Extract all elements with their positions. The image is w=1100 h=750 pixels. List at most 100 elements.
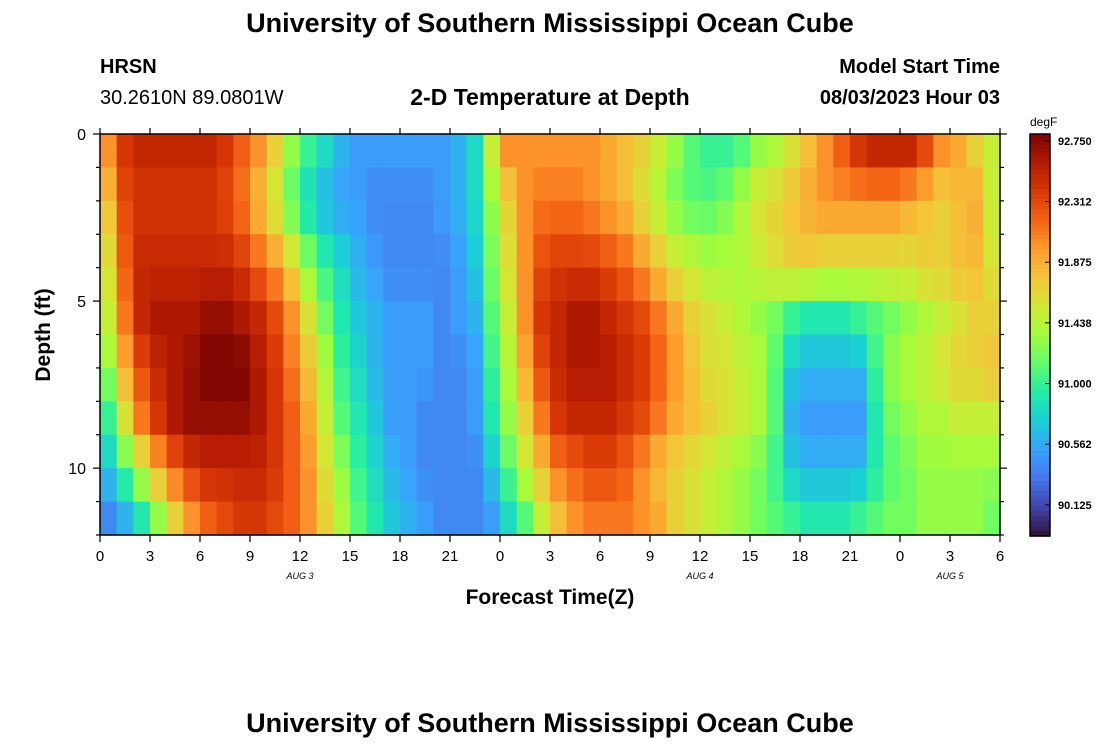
heatmap-cell bbox=[133, 468, 151, 503]
heatmap-cell bbox=[516, 134, 534, 169]
heatmap-cell bbox=[916, 167, 934, 202]
colorbar-segment bbox=[1030, 174, 1050, 180]
heatmap-cell bbox=[316, 200, 334, 235]
heatmap-cell bbox=[566, 501, 584, 536]
heatmap-cell bbox=[116, 334, 134, 369]
heatmap-cell bbox=[516, 401, 534, 436]
heatmap-cell bbox=[316, 468, 334, 503]
heatmap-cell bbox=[333, 200, 351, 235]
heatmap-cell bbox=[183, 301, 201, 336]
heatmap-cell bbox=[750, 301, 768, 336]
heatmap-cell bbox=[866, 301, 884, 336]
x-tick-label: 3 bbox=[546, 548, 554, 565]
heatmap-cell bbox=[766, 401, 784, 436]
heatmap-cell bbox=[150, 267, 168, 302]
heatmap-cell bbox=[200, 434, 218, 469]
heatmap-cell bbox=[883, 134, 901, 169]
heatmap-cell bbox=[600, 267, 618, 302]
heatmap-cell bbox=[966, 401, 984, 436]
heatmap-cell bbox=[233, 434, 251, 469]
heatmap-cell bbox=[266, 301, 284, 336]
heatmap-cell bbox=[183, 134, 201, 169]
heatmap-cell bbox=[300, 434, 318, 469]
heatmap-cell bbox=[816, 200, 834, 235]
colorbar-segment bbox=[1030, 234, 1050, 241]
heatmap-cell bbox=[233, 200, 251, 235]
heatmap-cell bbox=[983, 468, 1001, 503]
heatmap-cell bbox=[283, 501, 301, 536]
heatmap-cell bbox=[616, 334, 634, 369]
heatmap-cell bbox=[216, 234, 234, 269]
colorbar-segment bbox=[1030, 204, 1050, 210]
heatmap-cell bbox=[400, 200, 418, 235]
heatmap-cell bbox=[633, 367, 651, 402]
heatmap-cell bbox=[133, 134, 151, 169]
heatmap-cell bbox=[200, 301, 218, 336]
y-tick-label: 10 bbox=[68, 461, 86, 478]
heatmap-cell bbox=[466, 334, 484, 369]
heatmap-cell bbox=[833, 501, 851, 536]
heatmap-cell bbox=[900, 200, 918, 235]
heatmap-cell bbox=[483, 434, 501, 469]
heatmap-cell bbox=[616, 434, 634, 469]
heatmap-cell bbox=[950, 334, 968, 369]
heatmap-cell bbox=[433, 267, 451, 302]
heatmap-cells bbox=[100, 134, 1001, 536]
heatmap-cell bbox=[950, 501, 968, 536]
heatmap-cell bbox=[350, 468, 368, 503]
heatmap-cell bbox=[833, 401, 851, 436]
colorbar-segment bbox=[1030, 179, 1050, 185]
colorbar-label: 90.562 bbox=[1058, 439, 1092, 451]
heatmap-cell bbox=[233, 167, 251, 202]
heatmap-cell bbox=[700, 301, 718, 336]
station-coords: 30.2610N 89.0801W bbox=[100, 87, 284, 109]
heatmap-cell bbox=[166, 434, 184, 469]
heatmap-cell bbox=[283, 468, 301, 503]
heatmap-cell bbox=[250, 434, 268, 469]
heatmap-cell bbox=[733, 334, 751, 369]
heatmap-cell bbox=[633, 167, 651, 202]
heatmap-cell bbox=[850, 134, 868, 169]
heatmap-cell bbox=[616, 468, 634, 503]
heatmap-cell bbox=[666, 401, 684, 436]
heatmap-cell bbox=[550, 134, 568, 169]
heatmap-cell bbox=[166, 334, 184, 369]
heatmap-cell bbox=[950, 267, 968, 302]
heatmap-cell bbox=[400, 334, 418, 369]
heatmap-cell bbox=[966, 234, 984, 269]
heatmap-cell bbox=[900, 468, 918, 503]
heatmap-cell bbox=[333, 167, 351, 202]
heatmap-cell bbox=[850, 334, 868, 369]
heatmap-cell bbox=[616, 401, 634, 436]
heatmap-cell bbox=[150, 334, 168, 369]
heatmap-cell bbox=[716, 468, 734, 503]
heatmap-cell bbox=[116, 167, 134, 202]
colorbar-frame bbox=[1029, 133, 1051, 537]
heatmap-cell bbox=[750, 134, 768, 169]
heatmap-cell bbox=[716, 200, 734, 235]
x-tick-label: 15 bbox=[342, 548, 359, 565]
heatmap-cell bbox=[650, 267, 668, 302]
heatmap-cell bbox=[283, 200, 301, 235]
heatmap-cell bbox=[783, 434, 801, 469]
heatmap-cell bbox=[216, 334, 234, 369]
heatmap-cell bbox=[133, 167, 151, 202]
heatmap-cell bbox=[566, 401, 584, 436]
heatmap-cell bbox=[750, 200, 768, 235]
x-tick-label: 9 bbox=[246, 548, 254, 565]
heatmap-cell bbox=[633, 134, 651, 169]
heatmap-cell bbox=[400, 167, 418, 202]
heatmap-cell bbox=[350, 367, 368, 402]
heatmap-cell bbox=[733, 367, 751, 402]
heatmap-cell bbox=[550, 468, 568, 503]
heatmap-cell bbox=[216, 200, 234, 235]
heatmap-cell bbox=[283, 267, 301, 302]
heatmap-cell bbox=[283, 367, 301, 402]
heatmap-cell bbox=[550, 267, 568, 302]
colorbar-segment bbox=[1030, 139, 1050, 145]
heatmap-cell bbox=[466, 367, 484, 402]
heatmap-cell bbox=[516, 434, 534, 469]
heatmap-cell bbox=[783, 401, 801, 436]
heatmap-cell bbox=[400, 434, 418, 469]
heatmap-cell bbox=[783, 134, 801, 169]
